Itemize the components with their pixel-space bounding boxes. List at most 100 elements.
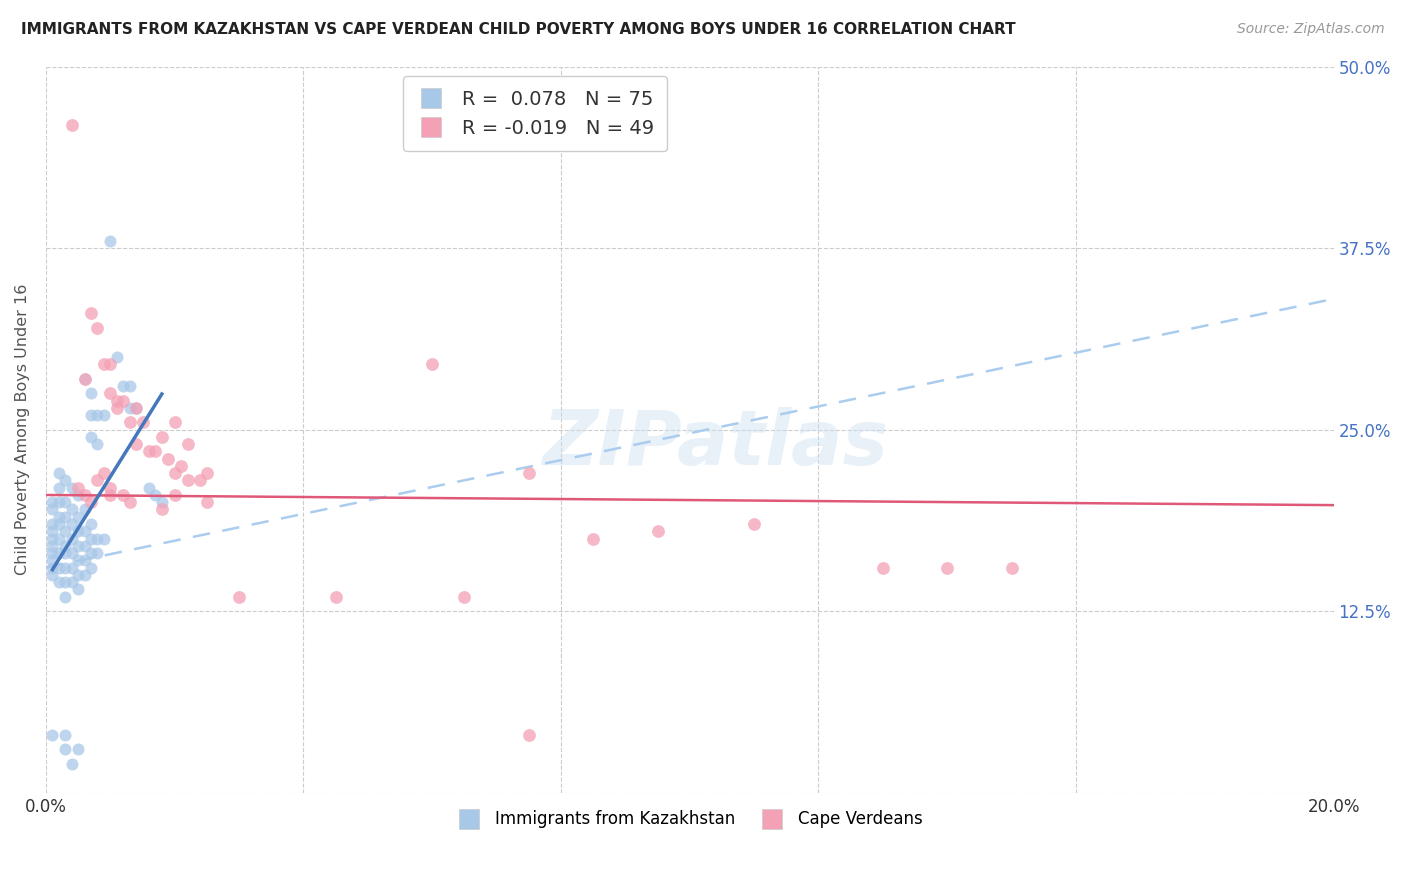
Point [53,524,76,539]
Point [41,567,63,582]
Point [67,567,90,582]
Point [98,488,121,502]
Point [48,495,70,509]
Point [86,437,108,451]
Point [1001,560,1024,574]
Point [163,466,186,480]
Point [60,118,83,132]
Point [73,372,96,386]
Point [872,560,894,574]
Point [53,590,76,604]
Point [73,567,96,582]
Point [176,474,198,488]
Point [157,451,180,466]
Point [41,539,63,553]
Point [98,481,121,495]
Point [80,495,103,509]
Point [48,575,70,590]
Point [41,728,63,742]
Point [517,466,540,480]
Point [41,532,63,546]
Point [41,553,63,567]
Point [73,553,96,567]
Point [53,546,76,560]
Point [48,516,70,531]
Point [98,357,121,371]
Point [67,481,90,495]
Point [73,502,96,516]
Point [80,408,103,422]
Point [41,516,63,531]
Point [41,546,63,560]
Point [67,509,90,524]
Point [125,401,148,415]
Point [742,516,765,531]
Point [86,474,108,488]
Point [80,560,103,574]
Point [150,430,173,444]
Point [80,516,103,531]
Point [80,430,103,444]
Text: ZIPatlas: ZIPatlas [543,407,889,481]
Point [60,481,83,495]
Point [86,532,108,546]
Point [325,590,347,604]
Point [80,306,103,320]
Point [73,524,96,539]
Point [647,524,669,539]
Text: IMMIGRANTS FROM KAZAKHSTAN VS CAPE VERDEAN CHILD POVERTY AMONG BOYS UNDER 16 COR: IMMIGRANTS FROM KAZAKHSTAN VS CAPE VERDE… [21,22,1015,37]
Point [67,488,90,502]
Y-axis label: Child Poverty Among Boys Under 16: Child Poverty Among Boys Under 16 [15,284,30,575]
Point [93,466,115,480]
Point [86,408,108,422]
Point [73,488,96,502]
Point [86,321,108,335]
Point [190,474,212,488]
Point [67,524,90,539]
Point [131,416,153,430]
Legend: Immigrants from Kazakhstan, Cape Verdeans: Immigrants from Kazakhstan, Cape Verdean… [450,804,929,835]
Point [145,444,167,458]
Point [163,416,186,430]
Point [60,560,83,574]
Point [41,495,63,509]
Point [105,401,128,415]
Point [48,546,70,560]
Point [67,742,90,756]
Point [125,401,148,415]
Point [60,532,83,546]
Point [98,386,121,401]
Point [60,575,83,590]
Point [41,502,63,516]
Point [53,575,76,590]
Point [118,401,141,415]
Point [125,437,148,451]
Point [118,416,141,430]
Point [48,532,70,546]
Point [53,539,76,553]
Point [138,444,160,458]
Point [86,546,108,560]
Point [53,560,76,574]
Point [67,539,90,553]
Point [105,350,128,364]
Point [67,553,90,567]
Point [145,488,167,502]
Point [73,372,96,386]
Point [150,502,173,516]
Point [150,495,173,509]
Point [195,466,218,480]
Point [48,466,70,480]
Point [41,560,63,574]
Point [105,393,128,408]
Point [582,532,605,546]
Point [53,474,76,488]
Point [53,495,76,509]
Point [48,509,70,524]
Point [41,524,63,539]
Point [73,539,96,553]
Point [118,495,141,509]
Point [98,234,121,248]
Point [936,560,959,574]
Point [420,357,443,371]
